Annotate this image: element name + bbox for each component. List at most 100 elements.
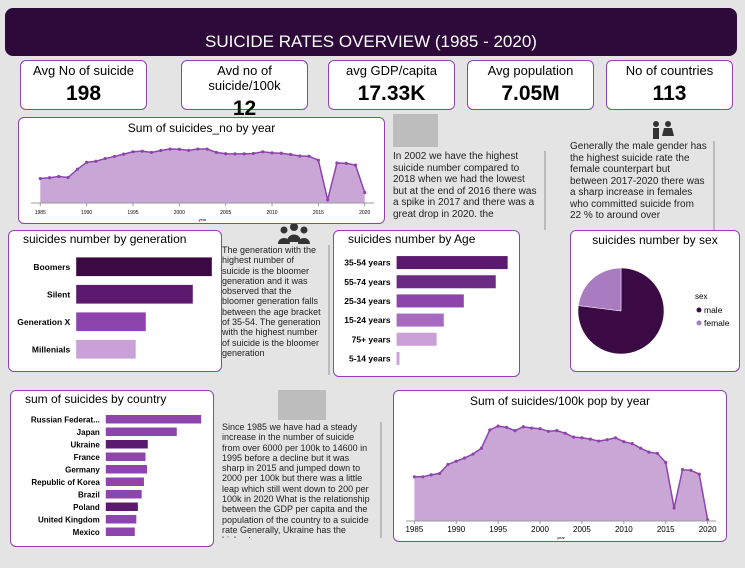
- category-label: Mexico: [73, 528, 100, 537]
- point: [363, 190, 367, 195]
- category-label: 35-54 years: [344, 258, 391, 268]
- category-label: Millenials: [32, 344, 71, 354]
- point: [689, 468, 693, 472]
- point: [546, 429, 551, 433]
- x-axis-label: year: [199, 217, 207, 222]
- bar: [105, 477, 144, 486]
- bar: [396, 313, 444, 327]
- x-tick-label: 1995: [489, 525, 507, 534]
- bar: [396, 332, 437, 346]
- icon: [278, 222, 310, 244]
- point: [664, 460, 668, 465]
- point: [159, 148, 163, 153]
- point: [437, 471, 442, 476]
- point: [588, 437, 592, 441]
- kpi-value: 12: [232, 97, 257, 120]
- point: [131, 150, 135, 154]
- note: Generally the male gender has the highes…: [570, 141, 715, 230]
- point: [233, 152, 237, 156]
- chart: suicides number by generation Boomers Sile…: [17, 232, 212, 359]
- pie-slice: [577, 267, 665, 355]
- note: Since 1985 we have had a steady increase…: [222, 422, 382, 538]
- point: [279, 151, 283, 155]
- bar: [105, 465, 148, 474]
- category-label: France: [74, 453, 101, 462]
- bar: [76, 284, 193, 304]
- point: [412, 475, 416, 479]
- point: [622, 440, 626, 444]
- bar: [76, 257, 212, 277]
- x-tick-label: 2000: [531, 525, 549, 534]
- note: In 2002 we have the highest suicide numb…: [393, 151, 546, 230]
- point: [504, 425, 509, 429]
- point: [57, 174, 61, 179]
- point: [66, 175, 70, 180]
- chart: suicides number by sex sex male female: [577, 233, 730, 355]
- point: [454, 459, 458, 463]
- x-tick-label: 1990: [447, 525, 465, 534]
- category-label: Russian Federat...: [31, 415, 100, 424]
- point: [706, 518, 710, 522]
- area: [40, 149, 365, 203]
- bar: [105, 452, 146, 461]
- point: [613, 436, 618, 440]
- chart: suicides number by Age 35-54 years 55-74 y…: [344, 232, 508, 365]
- chart-title: suicides number by Age: [348, 232, 476, 246]
- category-label: Brazil: [78, 490, 100, 499]
- kpi-card: No of countries 113: [606, 60, 733, 110]
- point: [307, 154, 311, 158]
- point: [298, 154, 302, 158]
- bar: [105, 490, 142, 499]
- icon: [393, 114, 438, 147]
- point: [479, 446, 484, 450]
- point: [471, 452, 475, 456]
- bar: [105, 502, 138, 511]
- x-tick-label: 1995: [127, 210, 138, 216]
- legend-label: male: [704, 305, 723, 315]
- icon: [278, 390, 326, 420]
- bar: [105, 515, 137, 524]
- point: [75, 167, 79, 171]
- icon: [648, 120, 676, 140]
- pie-slice: [578, 267, 622, 312]
- category-label: Republic of Korea: [31, 478, 100, 487]
- category-label: Poland: [73, 503, 100, 512]
- kpi-label: Avd no of suicide/100k: [208, 63, 281, 93]
- point: [697, 472, 701, 476]
- category-label: Germany: [65, 465, 100, 474]
- chart-title: Sum of suicides_no by year: [128, 121, 275, 135]
- kpi-card: Avd no of suicide/100k 12: [181, 60, 308, 120]
- kpi-value: 198: [65, 82, 102, 105]
- x-tick-label: 1990: [81, 210, 92, 216]
- point: [196, 147, 200, 151]
- point: [647, 450, 651, 454]
- point: [605, 438, 609, 442]
- point: [242, 152, 246, 156]
- category-label: United Kingdom: [38, 515, 100, 524]
- bar: [396, 351, 400, 365]
- point: [655, 451, 659, 455]
- x-axis-label: year: [557, 535, 565, 540]
- category-label: 75+ years: [352, 334, 391, 344]
- point: [421, 475, 425, 479]
- x-tick-label: 2005: [573, 525, 591, 534]
- legend-title: sex: [695, 292, 707, 301]
- point: [446, 462, 450, 467]
- point: [326, 198, 330, 202]
- point: [47, 176, 52, 180]
- area: [414, 426, 708, 521]
- chart-panel: suicides number by sex sex male female: [570, 230, 740, 372]
- kpi-value: 7.05M: [501, 82, 560, 105]
- x-tick-label: 1985: [405, 525, 423, 534]
- chart: Sum of suicides_no by year 1985 1990 1995 20…: [31, 121, 374, 222]
- point: [555, 429, 559, 433]
- bar: [396, 256, 508, 270]
- point: [496, 424, 500, 428]
- bar: [105, 440, 148, 449]
- x-tick-label: 2005: [220, 210, 231, 216]
- point: [186, 148, 191, 152]
- point: [521, 425, 525, 429]
- point: [597, 439, 601, 443]
- point: [214, 150, 219, 155]
- x-tick-label: 2000: [174, 210, 185, 216]
